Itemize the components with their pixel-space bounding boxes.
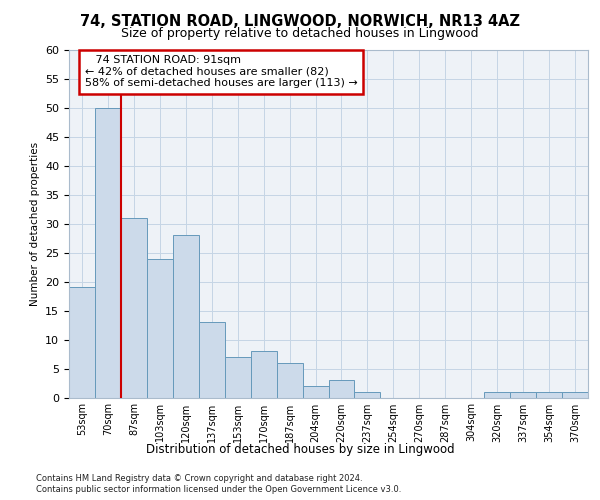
Bar: [484, 392, 510, 398]
Bar: [173, 236, 199, 398]
Bar: [355, 392, 380, 398]
Bar: [277, 363, 302, 398]
Bar: [510, 392, 536, 398]
Bar: [95, 108, 121, 398]
Bar: [251, 351, 277, 398]
Bar: [536, 392, 562, 398]
Bar: [562, 392, 588, 398]
Text: Size of property relative to detached houses in Lingwood: Size of property relative to detached ho…: [121, 26, 479, 40]
Bar: [69, 288, 95, 398]
Bar: [225, 357, 251, 398]
Bar: [302, 386, 329, 398]
Text: Contains HM Land Registry data © Crown copyright and database right 2024.: Contains HM Land Registry data © Crown c…: [36, 474, 362, 483]
Text: 74, STATION ROAD, LINGWOOD, NORWICH, NR13 4AZ: 74, STATION ROAD, LINGWOOD, NORWICH, NR1…: [80, 14, 520, 29]
Bar: [199, 322, 224, 398]
Bar: [329, 380, 355, 398]
Text: 74 STATION ROAD: 91sqm
← 42% of detached houses are smaller (82)
58% of semi-det: 74 STATION ROAD: 91sqm ← 42% of detached…: [85, 55, 358, 88]
Y-axis label: Number of detached properties: Number of detached properties: [29, 142, 40, 306]
Text: Distribution of detached houses by size in Lingwood: Distribution of detached houses by size …: [146, 442, 454, 456]
Bar: [147, 258, 173, 398]
Text: Contains public sector information licensed under the Open Government Licence v3: Contains public sector information licen…: [36, 485, 401, 494]
Bar: [121, 218, 147, 398]
